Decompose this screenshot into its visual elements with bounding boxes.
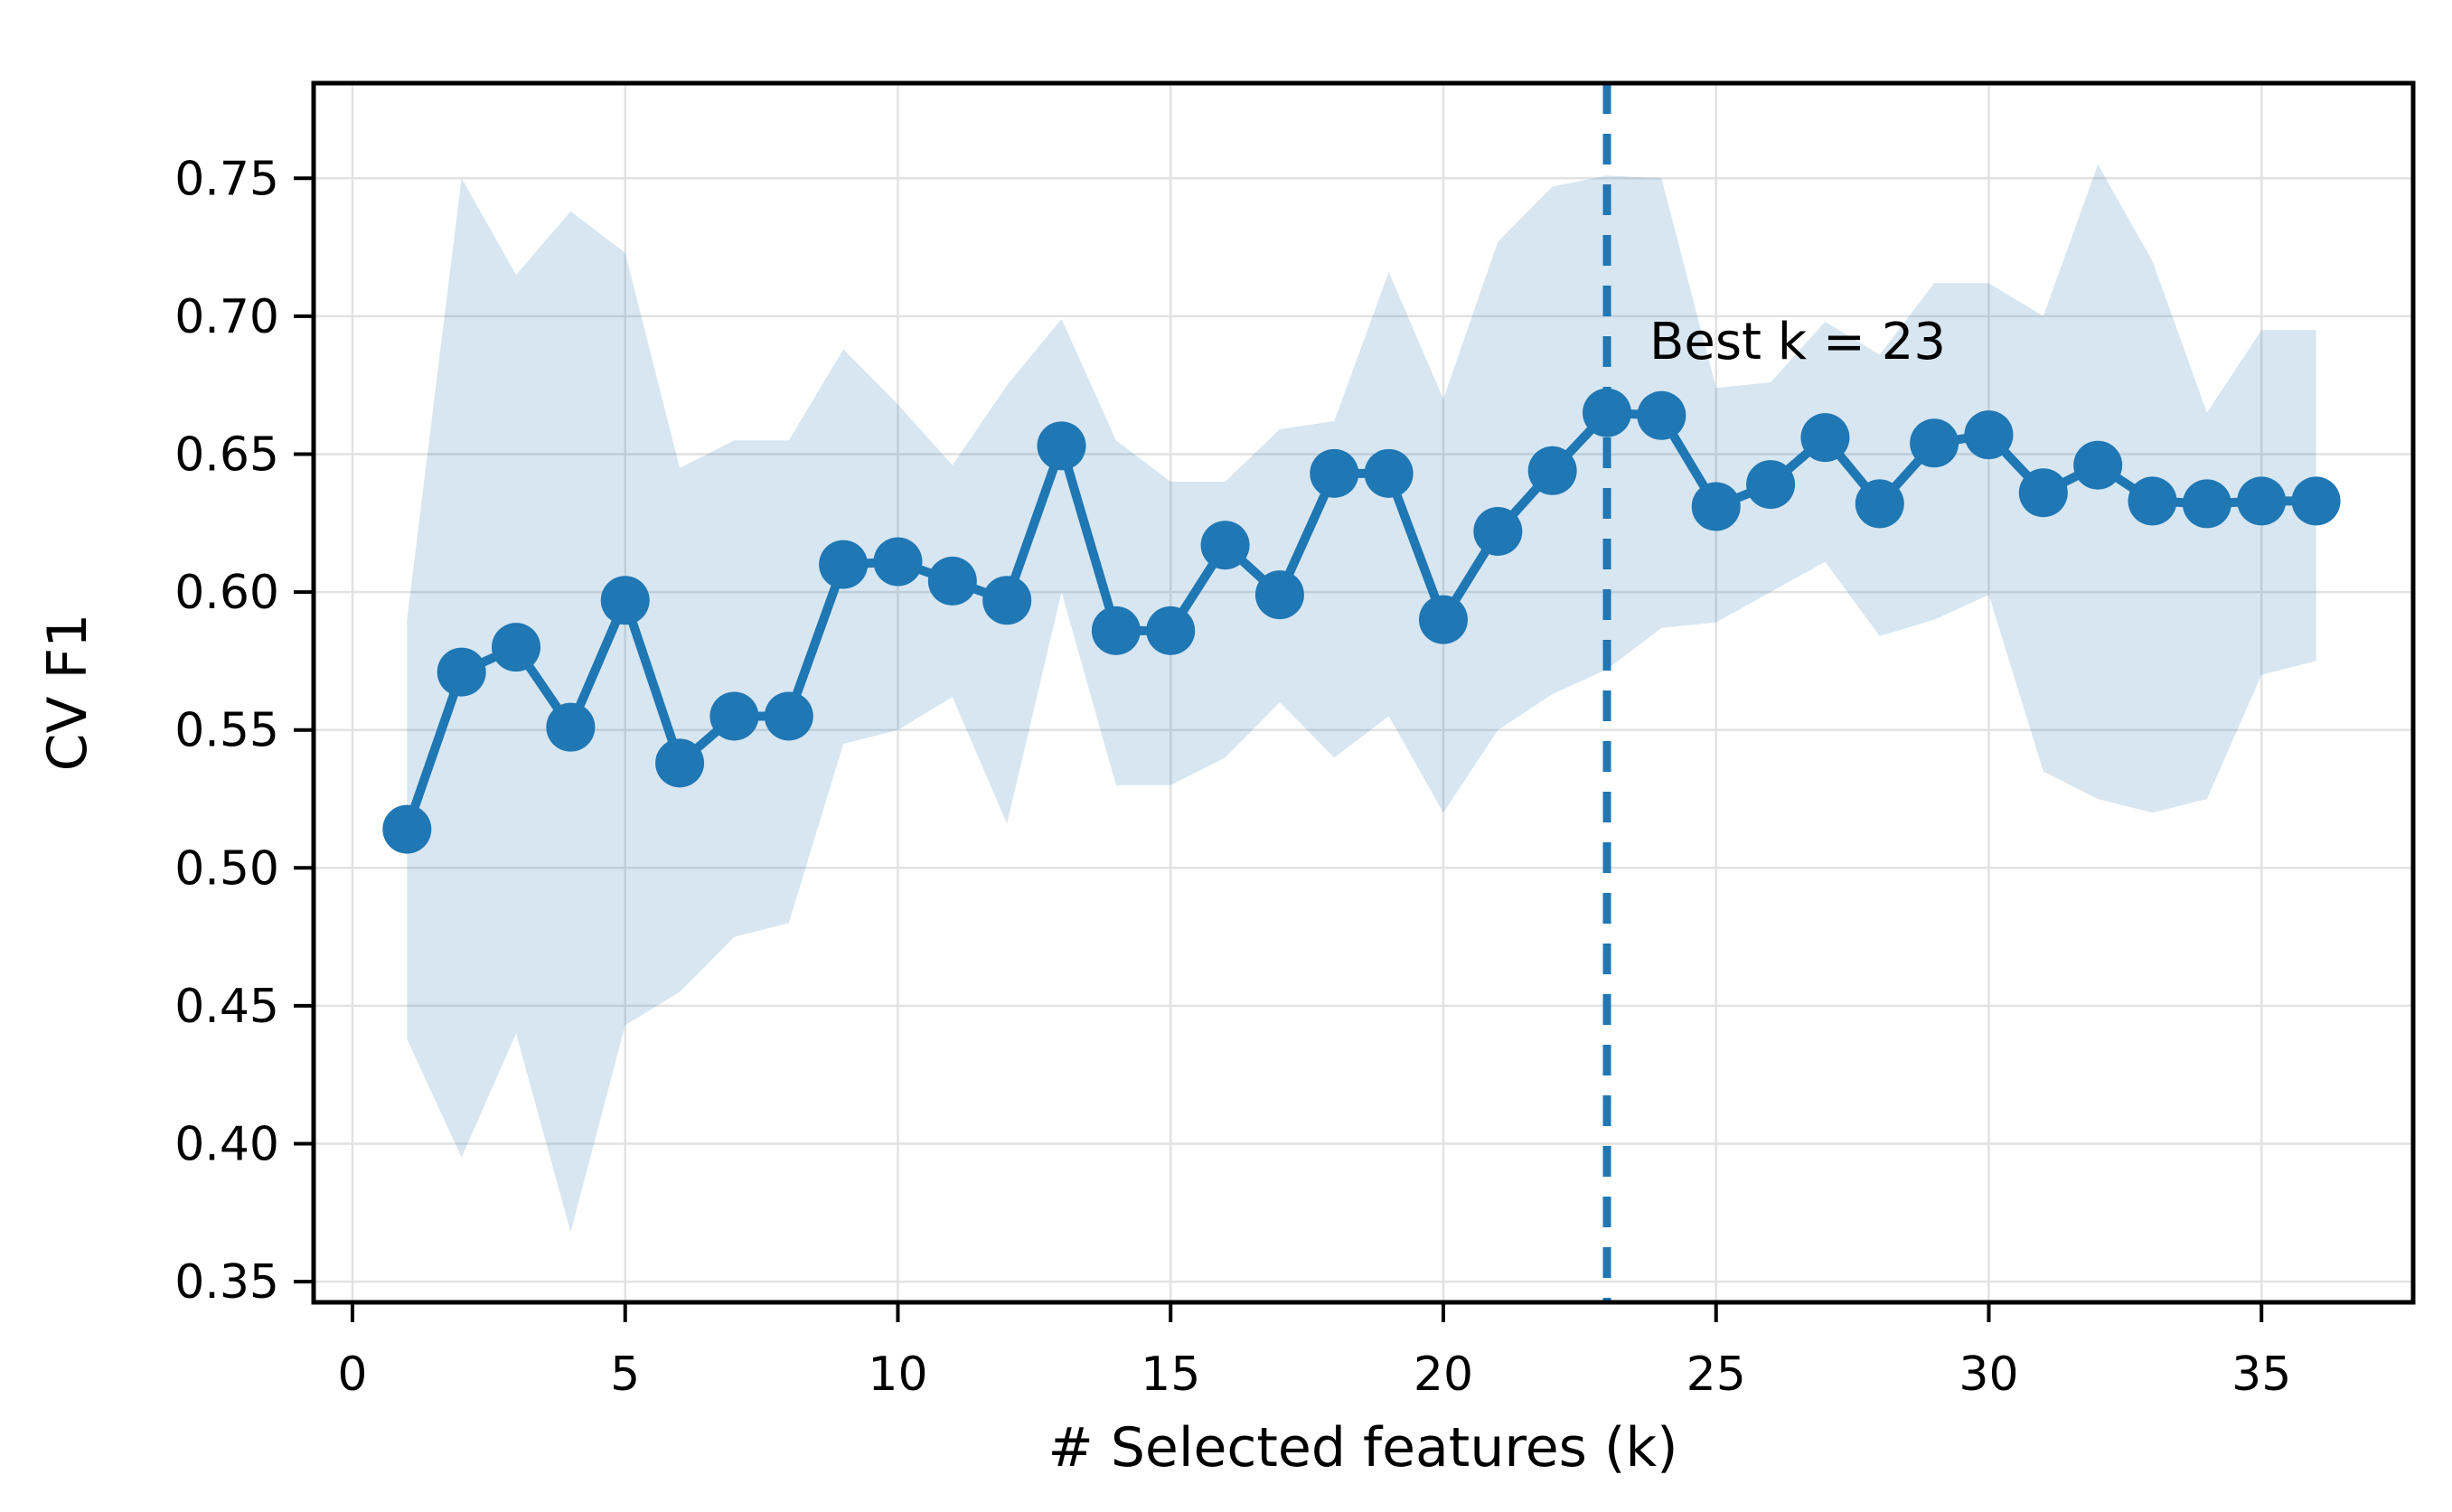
data-point-marker [1527,446,1577,495]
y-tick-label: 0.50 [174,841,279,896]
y-tick-label: 0.40 [174,1118,279,1172]
data-point-marker [2128,476,2177,526]
data-point-marker [382,804,432,854]
x-tick-label: 0 [337,1348,367,1402]
data-point-marker [655,738,705,788]
y-tick-label: 0.60 [174,566,279,620]
data-point-marker [873,537,923,587]
axes-layer [311,80,2416,1305]
data-point-marker [1473,506,1523,556]
data-point-marker [1910,418,1959,468]
data-point-marker [1091,606,1141,655]
data-point-marker [1746,460,1796,510]
data-point-marker [437,647,486,697]
y-tick-label: 0.65 [174,427,279,482]
data-point-marker [927,556,977,606]
x-tick-label: 25 [1686,1348,1746,1402]
data-point-marker [1037,421,1086,471]
data-point-marker [1583,388,1632,437]
y-tick-label: 0.45 [174,980,279,1034]
y-tick-label: 0.70 [174,290,279,344]
data-point-marker [1691,482,1741,531]
x-tick-label: 35 [2231,1348,2291,1402]
confidence-band-layer [407,164,2316,1233]
data-point-marker [1146,606,1196,655]
data-point-marker [2291,476,2341,526]
x-tick-label: 5 [610,1348,640,1402]
x-axis-label: # Selected features (k) [1048,1416,1677,1479]
x-tick-label: 20 [1414,1348,1473,1402]
y-axis-label: CV F1 [36,614,99,772]
gridlines-layer [314,83,2413,1302]
data-point-marker [1964,410,2014,460]
data-point-marker [492,623,541,672]
data-point-marker [1855,479,1904,529]
y-tick-label: 0.35 [174,1255,279,1310]
data-point-marker [600,576,650,625]
data-point-marker [1800,413,1850,463]
axes-frame [311,80,2416,1305]
data-point-marker [1418,595,1468,644]
x-tick-label: 10 [868,1348,927,1402]
data-point-marker [2237,476,2287,526]
data-point-marker [2182,479,2231,529]
x-tick-label: 30 [1959,1348,2018,1402]
confidence-band [407,164,2316,1233]
y-tick-label: 0.75 [174,152,279,206]
data-point-marker [2018,468,2068,518]
data-point-marker [764,691,813,741]
data-point-marker [709,691,759,741]
data-point-marker [1637,390,1686,440]
data-point-marker [819,540,869,589]
markers-layer [382,388,2341,854]
y-tick-label: 0.55 [174,704,279,758]
data-point-marker [982,576,1032,625]
data-point-marker [1200,521,1250,570]
data-point-marker [1310,448,1359,498]
ticks-layer: 0 5 10 15 20 25 30 35 0.35 0.40 0.45 0.50 0.55 0.60 0.… [174,152,2291,1402]
best-k-annotation: Best k = 23 [1649,313,1946,371]
data-point-marker [2073,440,2123,490]
data-point-marker [1364,448,1414,498]
data-point-marker [546,702,596,752]
x-tick-label: 15 [1141,1348,1200,1402]
data-point-marker [1254,570,1304,620]
